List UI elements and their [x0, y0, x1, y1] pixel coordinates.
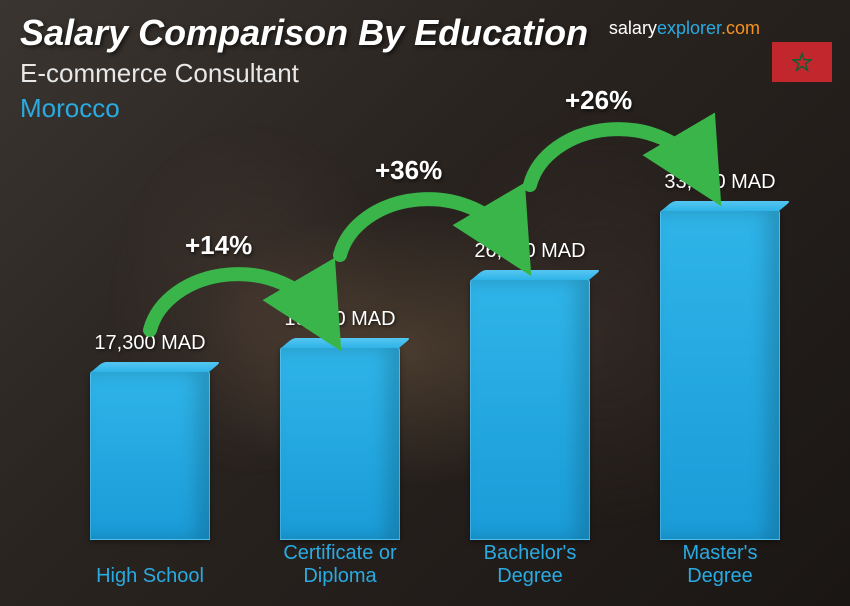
source-attribution: salaryexplorer.com: [609, 18, 760, 39]
bar-chart: 17,300 MADHigh School19,700 MADCertifica…: [30, 150, 800, 588]
bar-value-label: 17,300 MAD: [70, 332, 230, 355]
bar: [660, 210, 780, 540]
chart-country: Morocco: [20, 93, 830, 124]
increase-percent-label: +36%: [375, 155, 442, 186]
increase-percent-label: +14%: [185, 230, 252, 261]
bar: [470, 279, 590, 540]
morocco-flag-icon: [772, 42, 832, 82]
bar-group: 17,300 MADHigh School: [70, 332, 230, 540]
bar-category-label: Master'sDegree: [640, 542, 800, 588]
bar-category-label: Certificate orDiploma: [260, 542, 420, 588]
bar-value-label: 33,700 MAD: [640, 171, 800, 194]
increase-percent-label: +26%: [565, 85, 632, 116]
chart-subtitle: E-commerce Consultant: [20, 58, 830, 89]
bar-group: 33,700 MADMaster'sDegree: [640, 171, 800, 540]
bar: [280, 347, 400, 540]
bar-category-label: High School: [70, 565, 230, 588]
bar-group: 19,700 MADCertificate orDiploma: [260, 308, 420, 540]
source-suffix: .com: [721, 18, 760, 38]
source-prefix: salary: [609, 18, 657, 38]
bar-value-label: 19,700 MAD: [260, 308, 420, 331]
bar-category-label: Bachelor'sDegree: [450, 542, 610, 588]
source-mid: explorer: [657, 18, 721, 38]
bar-group: 26,700 MADBachelor'sDegree: [450, 240, 610, 540]
bar: [90, 371, 210, 540]
bar-value-label: 26,700 MAD: [450, 240, 610, 263]
